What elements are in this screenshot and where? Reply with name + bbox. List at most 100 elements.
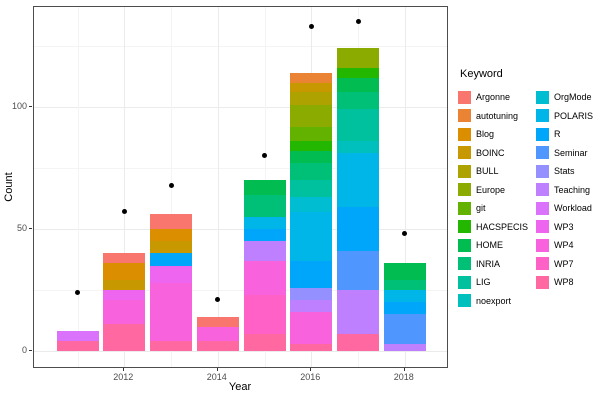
x-tick-mark (403, 368, 405, 371)
x-tick-mark (123, 368, 125, 371)
legend: Keyword Argonne autotuning Blog BOINC BULL Eu… (458, 68, 593, 310)
legend-item-bull: BULL (458, 162, 528, 181)
bar-segment-europe (290, 104, 333, 127)
x-tick-mark (310, 368, 312, 371)
bar-segment-autotuning (290, 72, 333, 83)
legend-item-wp8: WP8 (536, 273, 593, 292)
legend-swatch-icon (536, 220, 550, 234)
legend-label: noexport (476, 295, 512, 306)
legend-item-hacspecis: HACSPECIS (458, 218, 528, 237)
legend-swatch-icon (536, 238, 550, 252)
bar-segment-bull (290, 92, 333, 105)
bar-segment-r (383, 302, 426, 315)
bar-segment-boinc (150, 241, 192, 254)
legend-label: Seminar (554, 147, 588, 158)
gridline-major-vertical (217, 7, 219, 367)
bar-segment-wp8 (196, 341, 239, 351)
legend-item-argonne: Argonne (458, 88, 528, 107)
bar-segment-teaching (290, 299, 333, 312)
gridline-major-vertical (124, 7, 126, 367)
bar-segment-europe (337, 48, 379, 68)
legend-label: WP3 (554, 221, 574, 232)
legend-item-autotuning: autotuning (458, 107, 528, 126)
legend-label: Stats (554, 166, 575, 177)
bar-segment-wp8 (103, 324, 146, 351)
legend-swatch-icon (458, 201, 471, 215)
legend-item-polaris: POLARIS (536, 107, 593, 126)
legend-item-seminar: Seminar (536, 144, 593, 163)
legend-swatch-icon (458, 146, 471, 160)
legend-swatch-icon (458, 90, 471, 104)
legend-swatch-icon (458, 183, 471, 197)
legend-item-europe: Europe (458, 181, 528, 200)
legend-swatch-icon (536, 275, 550, 289)
legend-label: Blog (476, 129, 495, 140)
legend-item-teaching: Teaching (536, 181, 593, 200)
legend-swatch-icon (458, 257, 471, 271)
gridline-minor-horizontal (34, 46, 447, 47)
x-tick-label: 2018 (393, 372, 414, 382)
bar-segment-wp8 (150, 341, 192, 351)
gridline-major-horizontal (34, 107, 447, 108)
legend-item-lig: LIG (458, 273, 528, 292)
legend-label: INRIA (476, 258, 501, 269)
bar-segment-home (383, 263, 426, 281)
bar-segment-seminar (383, 314, 426, 344)
data-point (308, 23, 314, 29)
data-point (215, 297, 221, 303)
legend-swatch-icon (536, 183, 550, 197)
bar-segment-wp8 (56, 341, 99, 351)
gridline-major-horizontal (34, 229, 447, 230)
bar-segment-wp8 (337, 333, 379, 351)
legend-swatch-icon (536, 201, 550, 215)
legend-label: POLARIS (554, 110, 594, 121)
legend-swatch-icon (458, 109, 471, 123)
bar-segment-boinc (103, 280, 146, 290)
legend-item-home: HOME (458, 236, 528, 255)
legend-title: Keyword (460, 68, 503, 80)
legend-label: Europe (476, 184, 506, 195)
legend-label: R (554, 129, 561, 140)
bar-segment-orgmode (290, 197, 333, 212)
legend-label: HACSPECIS (476, 221, 529, 232)
bar-segment-polaris (383, 290, 426, 303)
bar-segment-inria (290, 163, 333, 181)
bar-segment-wp4 (196, 326, 239, 342)
bar-segment-wp7 (243, 294, 286, 334)
legend-swatch-icon (458, 127, 471, 141)
bar-segment-inria (383, 280, 426, 290)
y-tick-label: 50 (16, 223, 27, 233)
bar-segment-argonne (150, 214, 192, 229)
legend-swatch-icon (536, 127, 550, 141)
legend-item-workload: Workload (536, 199, 593, 218)
data-point (168, 182, 174, 188)
bar-segment-teaching (383, 343, 426, 351)
legend-label: BULL (476, 166, 499, 177)
gridline-major-vertical (404, 7, 406, 367)
legend-item-git: git (458, 199, 528, 218)
legend-label: HOME (476, 240, 503, 251)
bar-segment-inria (337, 92, 379, 110)
legend-swatch-icon (458, 275, 471, 289)
bar-segment-noexport (337, 141, 379, 154)
legend-item-stats: Stats (536, 162, 593, 181)
legend-label: Teaching (554, 184, 591, 195)
legend-swatch-icon (458, 238, 471, 252)
legend-label: WP7 (554, 258, 574, 269)
bar-segment-git (290, 126, 333, 142)
legend-swatch-icon (458, 294, 471, 308)
bar-segment-r (150, 253, 192, 266)
bar-segment-polaris (290, 211, 333, 261)
bar-segment-home (337, 77, 379, 93)
legend-item-blog: Blog (458, 125, 528, 144)
bar-segment-argonne (103, 253, 146, 264)
legend-label: WP4 (554, 240, 574, 251)
x-tick-mark (216, 368, 218, 371)
bar-segment-lig (337, 109, 379, 142)
bar-segment-wp4 (103, 299, 146, 325)
bar-segment-lig (290, 180, 333, 198)
bar-segment-hacspecis (290, 141, 333, 151)
legend-label: Argonne (476, 92, 511, 103)
y-tick-mark (29, 228, 32, 229)
